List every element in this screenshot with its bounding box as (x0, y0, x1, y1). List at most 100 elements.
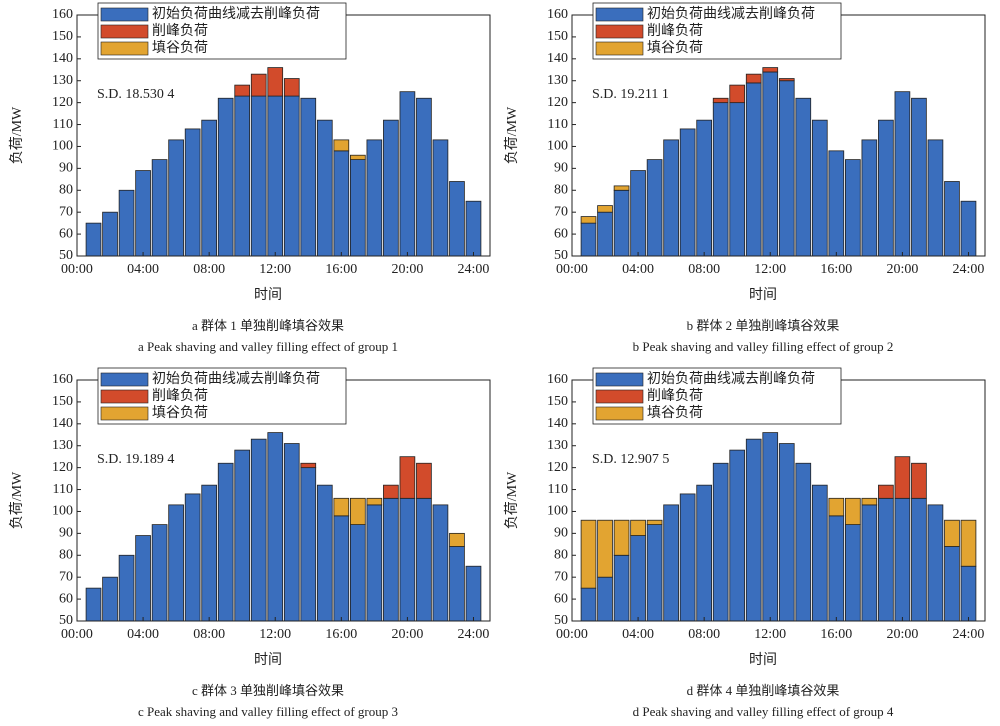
y-tick-label: 80 (554, 182, 568, 197)
bar-segment (399, 91, 416, 257)
y-tick-label: 90 (59, 526, 73, 541)
bar-segment (679, 493, 696, 622)
bar-segment (944, 546, 960, 622)
bar-segment (383, 484, 399, 499)
legend-label: 填谷负荷 (647, 40, 703, 56)
bar-segment (366, 139, 383, 257)
y-tick-label: 100 (52, 504, 73, 519)
x-tick-label: 00:00 (556, 262, 588, 277)
annotation: S.D. 12.907 5 (592, 452, 669, 467)
bar-segment (960, 200, 977, 257)
bar-segment (118, 189, 135, 257)
bar-segment (102, 211, 118, 257)
bar-segment (729, 449, 746, 622)
bar-segment (613, 185, 630, 191)
annotation: S.D. 19.211 1 (592, 87, 669, 102)
caption-en: d Peak shaving and valley filling effect… (633, 704, 894, 719)
bar-segment (646, 524, 663, 622)
x-tick-label: 20:00 (886, 262, 918, 277)
bar-segment (465, 200, 482, 257)
y-tick-label: 140 (547, 416, 568, 431)
y-tick-label: 50 (59, 613, 73, 628)
y-tick-label: 50 (554, 613, 568, 628)
bar-segment (449, 181, 465, 257)
x-axis-label: 时间 (749, 652, 777, 668)
bar-segment (944, 519, 960, 547)
bar-segment (333, 150, 350, 257)
legend-swatch (595, 372, 644, 387)
bar-segment (696, 119, 712, 257)
caption: a 群体 1 单独削峰填谷效果 (192, 318, 344, 333)
y-tick-label: 150 (52, 394, 73, 409)
legend-swatch (595, 406, 644, 421)
bar-segment (828, 150, 845, 257)
bar-segment (712, 462, 729, 622)
bar-segment (762, 432, 779, 622)
bar-segment (350, 154, 366, 161)
bar-segment (778, 80, 795, 257)
x-tick-label: 24:00 (458, 262, 490, 277)
legend-label: 削峰负荷 (152, 23, 208, 39)
bar-segment (201, 119, 217, 257)
x-tick-label: 24:00 (953, 627, 985, 642)
bar-segment (745, 438, 762, 622)
bar-segment (135, 170, 151, 257)
y-tick-label: 160 (52, 372, 73, 387)
y-tick-label: 70 (554, 569, 568, 584)
x-tick-label: 12:00 (754, 627, 786, 642)
legend-label: 削峰负荷 (152, 388, 208, 404)
y-tick-label: 90 (554, 161, 568, 176)
bar-segment (778, 78, 795, 82)
bar-segment (267, 95, 284, 257)
bar-segment (151, 524, 168, 622)
bar-segment (696, 484, 712, 622)
bar-segment (762, 71, 779, 257)
x-tick-label: 08:00 (688, 262, 720, 277)
subplot: 50 60 70 80 90 100 110 120 130 140 150 160 00:00 04:0… (9, 367, 491, 719)
bar-segment (250, 95, 267, 257)
y-tick-label: 150 (52, 29, 73, 44)
x-tick-label: 24:00 (458, 627, 490, 642)
y-tick-label: 110 (548, 482, 568, 497)
bar-segment (85, 587, 102, 622)
y-tick-label: 100 (52, 139, 73, 154)
bar-segment (597, 205, 613, 213)
bar-segment (828, 515, 845, 622)
y-tick-label: 130 (547, 438, 568, 453)
legend-swatch (100, 372, 149, 387)
bar-segment (366, 497, 383, 506)
bar-segment (597, 519, 613, 578)
subplot: 50 60 70 80 90 100 110 120 130 140 150 160 00:00 04:0… (9, 2, 491, 354)
bar-segment (663, 139, 679, 257)
y-tick-label: 70 (59, 569, 73, 584)
bar-segment (234, 449, 251, 622)
bar-segment (217, 462, 234, 622)
bar-segment (283, 95, 300, 257)
bar-segment (333, 515, 350, 622)
bar-segment (597, 211, 613, 257)
bar-segment (729, 84, 746, 104)
bar-segment (861, 497, 878, 506)
x-tick-label: 16:00 (325, 262, 357, 277)
y-tick-label: 140 (547, 51, 568, 66)
bar-segment (861, 139, 878, 257)
bar-segment (383, 497, 399, 622)
x-tick-label: 20:00 (886, 627, 918, 642)
bar-segment (184, 128, 201, 257)
bar-segment (283, 443, 300, 622)
bar-segment (580, 216, 597, 224)
x-tick-label: 00:00 (556, 627, 588, 642)
y-axis-label: 负荷/MW (504, 471, 520, 529)
bar-segment (679, 128, 696, 257)
y-tick-label: 80 (554, 547, 568, 562)
y-tick-label: 70 (554, 204, 568, 219)
bar-segment (580, 222, 597, 257)
x-tick-label: 04:00 (127, 627, 159, 642)
bar-segment (745, 82, 762, 257)
legend-swatch (100, 41, 149, 56)
legend-swatch (100, 7, 149, 22)
bar-segment (168, 139, 184, 257)
y-tick-label: 150 (547, 394, 568, 409)
bar-segment (613, 554, 630, 622)
bar-segment (646, 519, 663, 526)
